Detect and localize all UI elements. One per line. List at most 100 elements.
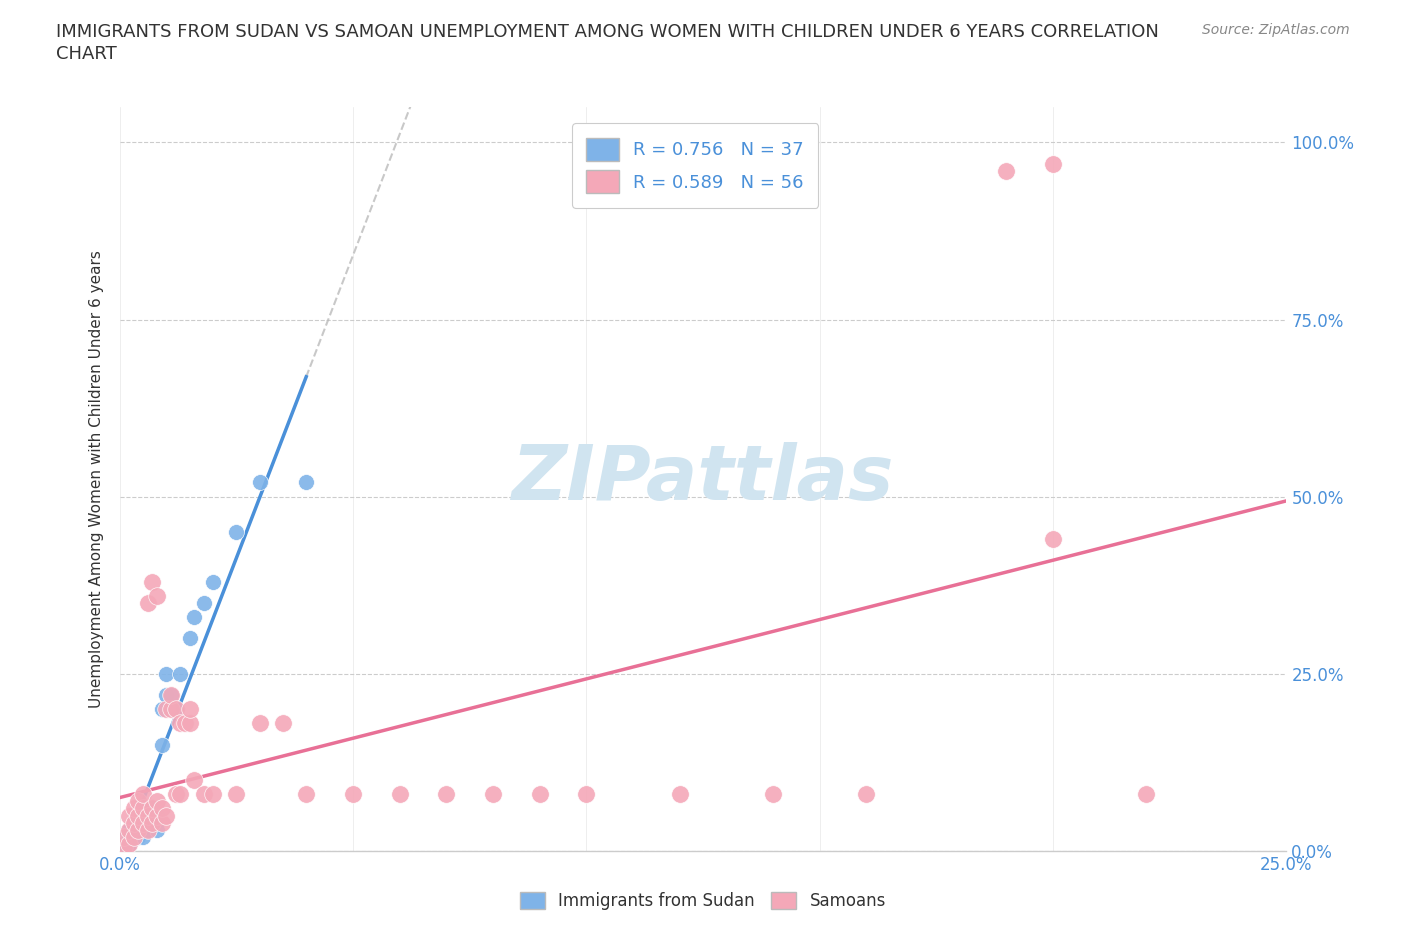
Point <box>388 787 411 802</box>
Point <box>150 737 173 752</box>
Point <box>995 164 1018 179</box>
Point <box>668 787 690 802</box>
Point <box>118 822 141 837</box>
Point <box>122 801 145 816</box>
Point <box>132 787 155 802</box>
Point <box>169 716 191 731</box>
Point <box>141 816 163 830</box>
Point <box>193 787 215 802</box>
Point <box>146 589 169 604</box>
Point <box>115 833 138 848</box>
Point <box>132 816 155 830</box>
Point <box>179 716 201 731</box>
Point <box>1135 787 1157 802</box>
Point <box>127 794 149 809</box>
Point <box>132 830 155 844</box>
Point <box>271 716 294 731</box>
Point <box>150 702 173 717</box>
Point <box>146 822 169 837</box>
Point <box>141 574 163 589</box>
Point <box>160 687 183 702</box>
Point <box>141 801 163 816</box>
Point <box>160 687 183 702</box>
Point <box>165 787 187 802</box>
Point <box>136 808 159 823</box>
Point <box>295 475 318 490</box>
Point <box>155 667 177 682</box>
Point <box>127 808 149 823</box>
Point <box>118 836 141 851</box>
Point <box>146 808 169 823</box>
Point <box>225 787 247 802</box>
Point <box>136 595 159 610</box>
Point <box>127 822 149 837</box>
Point <box>150 816 173 830</box>
Legend: Immigrants from Sudan, Samoans: Immigrants from Sudan, Samoans <box>513 885 893 917</box>
Point <box>122 830 145 844</box>
Point <box>183 773 205 788</box>
Point <box>127 808 149 823</box>
Point <box>118 808 141 823</box>
Point <box>127 830 149 844</box>
Point <box>122 830 145 844</box>
Point <box>201 574 224 589</box>
Point <box>112 830 135 844</box>
Point <box>529 787 551 802</box>
Text: IMMIGRANTS FROM SUDAN VS SAMOAN UNEMPLOYMENT AMONG WOMEN WITH CHILDREN UNDER 6 Y: IMMIGRANTS FROM SUDAN VS SAMOAN UNEMPLOY… <box>56 23 1159 41</box>
Point <box>160 702 183 717</box>
Point <box>160 702 183 717</box>
Point <box>136 808 159 823</box>
Point <box>249 716 271 731</box>
Point <box>249 475 271 490</box>
Point <box>165 702 187 717</box>
Point <box>183 610 205 625</box>
Point <box>132 801 155 816</box>
Point <box>179 631 201 645</box>
Point <box>342 787 364 802</box>
Point <box>118 830 141 844</box>
Text: CHART: CHART <box>56 45 117 62</box>
Point <box>575 787 598 802</box>
Point <box>179 702 201 717</box>
Point <box>855 787 877 802</box>
Text: ZIPattlas: ZIPattlas <box>512 442 894 516</box>
Point <box>762 787 785 802</box>
Point <box>146 794 169 809</box>
Point <box>1042 532 1064 547</box>
Point <box>173 716 195 731</box>
Legend: R = 0.756   N = 37, R = 0.589   N = 56: R = 0.756 N = 37, R = 0.589 N = 56 <box>572 124 818 207</box>
Point <box>193 595 215 610</box>
Point <box>127 822 149 837</box>
Point <box>295 787 318 802</box>
Point <box>201 787 224 802</box>
Point <box>112 830 135 844</box>
Point <box>118 822 141 837</box>
Point <box>111 840 134 855</box>
Point <box>482 787 505 802</box>
Point <box>118 836 141 851</box>
Point <box>1042 156 1064 171</box>
Point <box>155 687 177 702</box>
Point <box>132 816 155 830</box>
Point <box>165 702 187 717</box>
Point <box>132 801 155 816</box>
Point <box>169 787 191 802</box>
Point <box>155 702 177 717</box>
Point <box>112 836 135 851</box>
Y-axis label: Unemployment Among Women with Children Under 6 years: Unemployment Among Women with Children U… <box>89 250 104 708</box>
Point <box>122 816 145 830</box>
Point <box>122 822 145 837</box>
Point <box>136 822 159 837</box>
Point <box>141 816 163 830</box>
Point <box>150 801 173 816</box>
Point <box>434 787 457 802</box>
Point <box>146 808 169 823</box>
Point <box>155 808 177 823</box>
Point <box>112 840 135 855</box>
Point <box>169 667 191 682</box>
Text: Source: ZipAtlas.com: Source: ZipAtlas.com <box>1202 23 1350 37</box>
Point <box>225 525 247 539</box>
Point <box>136 822 159 837</box>
Point <box>141 801 163 816</box>
Point <box>122 816 145 830</box>
